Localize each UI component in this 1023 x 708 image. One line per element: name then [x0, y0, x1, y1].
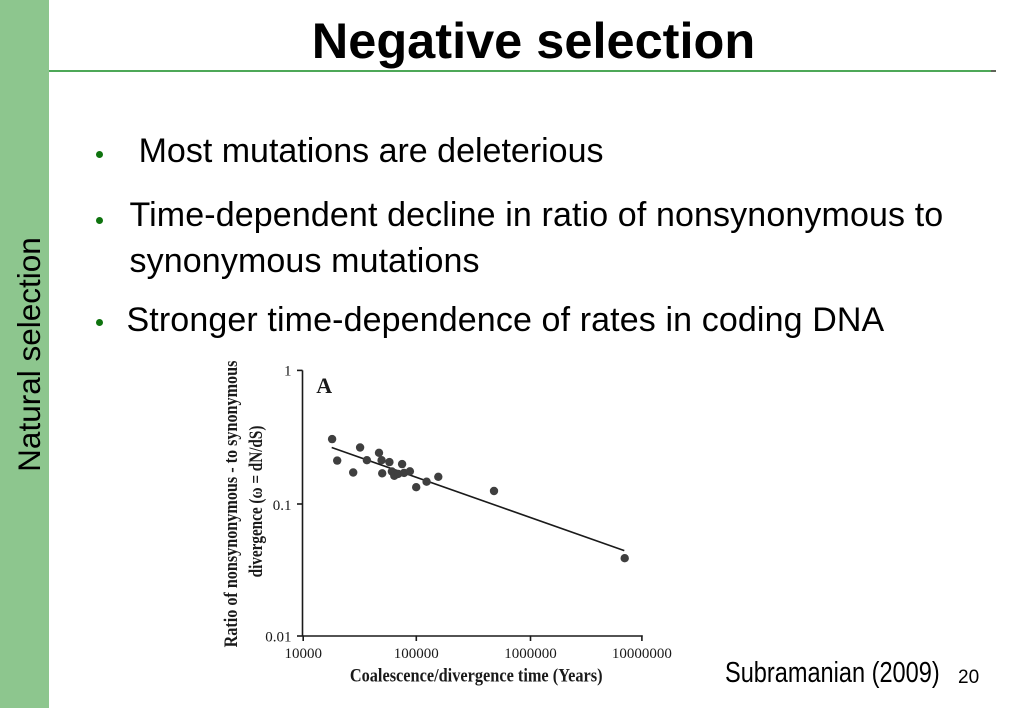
- svg-text:1: 1: [284, 364, 292, 380]
- svg-text:Ratio of nonsynonymous - to sy: Ratio of nonsynonymous - to synonymous: [220, 360, 242, 647]
- svg-text:Coalescence/divergence time (Y: Coalescence/divergence time (Years): [350, 664, 603, 685]
- svg-text:divergence (ω = dN/dS): divergence (ω = dN/dS): [245, 426, 266, 578]
- svg-text:10000000: 10000000: [612, 646, 672, 662]
- svg-text:100000: 100000: [394, 646, 439, 662]
- svg-text:10000: 10000: [284, 646, 322, 662]
- svg-text:A: A: [316, 373, 332, 398]
- svg-text:1000000: 1000000: [504, 646, 557, 662]
- svg-text:0.1: 0.1: [273, 498, 292, 514]
- svg-text:0.01: 0.01: [265, 630, 291, 646]
